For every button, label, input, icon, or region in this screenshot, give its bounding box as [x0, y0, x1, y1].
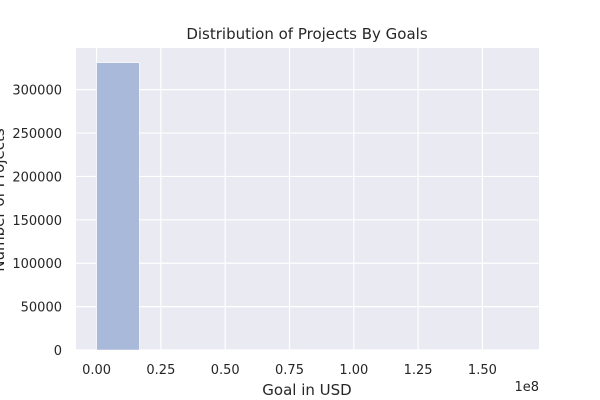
chart-title: Distribution of Projects By Goals: [186, 25, 428, 43]
x-axis-offset-label: 1e8: [514, 380, 539, 395]
x-tick-label-6: 1.50: [468, 363, 497, 378]
y-tick-label-5: 250000: [12, 127, 62, 142]
x-tick-label-3: 0.75: [275, 363, 304, 378]
x-tick-label-1: 0.25: [146, 363, 175, 378]
y-tick-label-6: 300000: [12, 84, 62, 99]
x-tick-label-5: 1.25: [404, 363, 433, 378]
x-axis-ticks: 0.00 0.25 0.50 0.75 1.00 1.25 1.50: [82, 363, 497, 378]
y-tick-label-4: 200000: [12, 170, 62, 185]
y-tick-label-3: 150000: [12, 214, 62, 229]
x-tick-label-2: 0.50: [211, 363, 240, 378]
plot-area: [76, 48, 539, 350]
y-axis-ticks: 0 50000 100000 150000 200000 250000 300000: [12, 84, 62, 359]
y-tick-label-0: 0: [54, 344, 62, 359]
y-tick-label-2: 100000: [12, 257, 62, 272]
x-axis-label: Goal in USD: [262, 381, 351, 399]
y-axis-label: Number of Projects: [0, 128, 8, 272]
y-tick-label-1: 50000: [21, 301, 62, 316]
grid: [76, 48, 539, 351]
x-tick-label-0: 0.00: [82, 363, 111, 378]
bars: [96, 62, 140, 351]
x-tick-label-4: 1.00: [339, 363, 368, 378]
histogram-bar-0: [96, 62, 140, 351]
